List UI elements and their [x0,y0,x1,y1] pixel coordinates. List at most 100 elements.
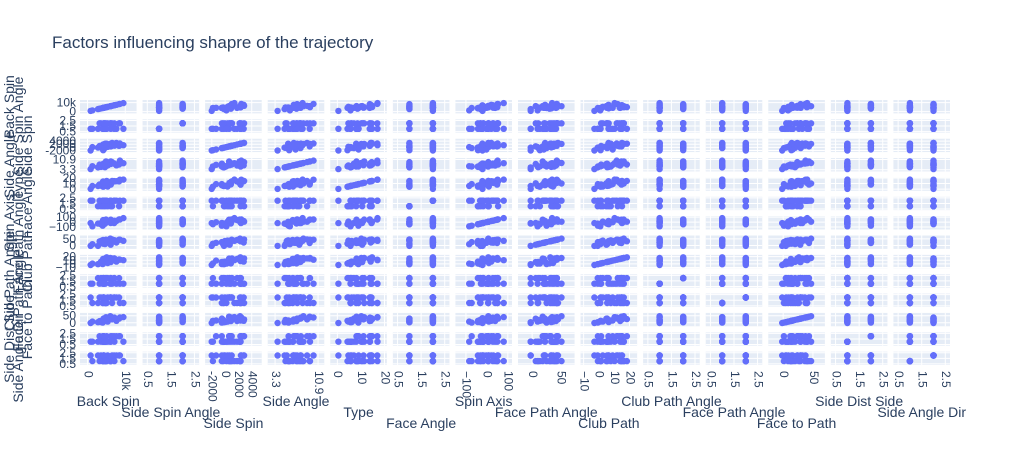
data-point [155,160,163,167]
data-point [299,125,306,132]
data-point [347,107,354,114]
data-point [500,176,507,183]
data-point [548,257,556,264]
data-point [534,241,541,248]
data-point [867,120,875,127]
data-point [794,104,801,111]
data-point [466,223,473,230]
data-point [479,242,486,250]
data-point [406,142,413,149]
data-point [742,197,749,204]
data-point [231,257,238,264]
data-point [906,280,914,287]
data-point [102,236,110,243]
data-point [89,280,96,287]
data-point [89,241,96,248]
data-point [906,176,914,183]
data-point [534,125,541,132]
data-point [111,160,118,167]
data-point [111,197,118,204]
data-point [208,280,215,287]
data-point [784,107,792,114]
data-point [466,107,473,114]
data-point [479,219,486,227]
data-point [179,254,186,262]
data-point [620,104,627,111]
data-point [466,280,473,287]
data-point [231,214,238,222]
data-point [231,160,238,167]
data-point [548,214,556,222]
data-point [597,197,604,204]
data-point [548,237,556,244]
data-point [680,236,687,243]
data-point [494,179,501,186]
data-point [236,120,243,127]
data-point [89,260,96,267]
data-point [803,274,811,282]
data-point [274,280,281,287]
data-point [591,185,598,193]
data-point [208,185,215,193]
data-point [89,107,96,114]
data-point [228,274,236,282]
data-point [297,120,304,127]
data-point [527,197,534,204]
data-point [226,104,233,111]
data-point [930,197,937,204]
data-point [236,179,243,186]
data-point [155,294,163,301]
data-point [804,197,811,204]
data-point [100,294,108,301]
data-point [784,182,792,190]
data-point [347,260,354,267]
data-point [527,261,534,269]
data-point [120,125,127,132]
data-point [366,160,374,167]
data-point [406,120,413,127]
data-point [120,299,127,307]
data-point [591,147,598,154]
data-point [611,214,618,222]
data-point [784,197,792,204]
data-point [366,203,373,210]
data-point [548,160,556,167]
data-point [208,261,215,269]
data-point [155,280,163,287]
data-point [368,280,375,287]
data-point [306,120,314,127]
data-point [611,280,618,287]
data-point [374,160,381,167]
data-point [299,142,306,149]
data-point [406,280,413,287]
data-point [155,203,163,210]
data-point [532,120,539,127]
data-point [406,178,413,185]
data-point [231,99,238,107]
data-point [107,280,114,287]
data-point [89,125,96,132]
data-point [479,147,486,154]
data-point [366,102,374,109]
data-point [406,125,413,132]
data-point [155,214,163,222]
data-point [306,179,314,186]
data-point [784,223,792,230]
data-point [297,274,304,282]
data-point [355,146,362,153]
data-point [361,120,368,127]
data-point [906,125,914,132]
data-point [223,223,230,230]
data-point [155,125,163,132]
data-point [867,239,875,246]
data-point [534,143,541,151]
data-point [228,203,235,210]
data-point [281,125,288,132]
data-point [361,104,368,111]
data-point [306,125,313,132]
data-point [534,280,541,287]
data-point [231,125,238,132]
data-point [597,260,604,267]
data-point [429,214,437,222]
